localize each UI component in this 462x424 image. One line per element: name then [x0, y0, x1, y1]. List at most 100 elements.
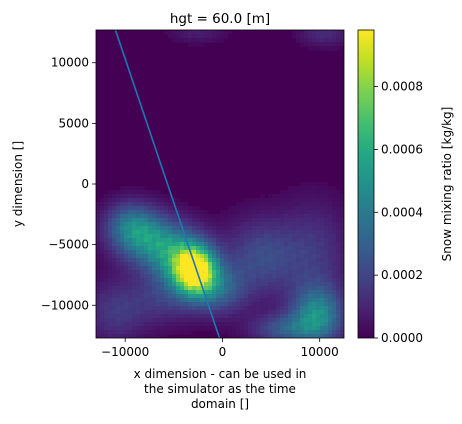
heatmap-cell	[304, 30, 309, 35]
heatmap-cell	[168, 230, 173, 235]
heatmap-cell	[280, 302, 285, 307]
heatmap-cell	[288, 250, 293, 255]
heatmap-cell	[332, 326, 337, 331]
heatmap-cell	[208, 286, 213, 291]
heatmap-cell	[136, 186, 141, 191]
heatmap-cell	[328, 238, 333, 243]
heatmap-cell	[312, 278, 317, 283]
heatmap-cell	[128, 266, 133, 271]
heatmap-cell	[196, 302, 201, 307]
heatmap-cell	[124, 290, 129, 295]
heatmap-cell	[256, 262, 261, 267]
heatmap-cell	[248, 302, 253, 307]
heatmap-cell	[196, 278, 201, 283]
heatmap-cell	[224, 226, 229, 231]
heatmap-cell	[256, 326, 261, 331]
heatmap-cell	[212, 234, 217, 239]
heatmap-cell	[308, 318, 313, 323]
heatmap-cell	[164, 330, 169, 335]
heatmap-cell	[324, 306, 329, 311]
heatmap-cell	[252, 246, 257, 251]
heatmap-cell	[296, 242, 301, 247]
heatmap-cell	[296, 222, 301, 227]
heatmap-cell	[132, 226, 137, 231]
heatmap-cell	[240, 214, 245, 219]
heatmap-cell	[260, 218, 265, 223]
heatmap-cell	[148, 298, 153, 303]
heatmap-cell	[316, 298, 321, 303]
heatmap-cell	[304, 226, 309, 231]
heatmap-cell	[200, 214, 205, 219]
heatmap-cell	[316, 202, 321, 207]
heatmap-cell	[204, 286, 209, 291]
heatmap-cell	[328, 270, 333, 275]
heatmap-cell	[112, 234, 117, 239]
heatmap-cell	[316, 206, 321, 211]
heatmap-cell	[316, 294, 321, 299]
heatmap-cell	[156, 306, 161, 311]
heatmap-cell	[304, 294, 309, 299]
heatmap-cell	[260, 258, 265, 263]
heatmap-cell	[316, 322, 321, 327]
heatmap-cell	[148, 318, 153, 323]
heatmap-cell	[120, 322, 125, 327]
heatmap-cell	[124, 242, 129, 247]
heatmap-cell	[312, 322, 317, 327]
heatmap-cell	[104, 314, 109, 319]
heatmap-cell	[336, 266, 341, 271]
heatmap-cell	[264, 226, 269, 231]
heatmap-cell	[172, 198, 177, 203]
heatmap-cell	[236, 274, 241, 279]
heatmap-cell	[96, 246, 101, 251]
heatmap-cell	[144, 190, 149, 195]
heatmap-cell	[324, 210, 329, 215]
heatmap-cell	[284, 322, 289, 327]
heatmap-cell	[216, 314, 221, 319]
heatmap-cell	[152, 262, 157, 267]
heatmap-cell	[228, 330, 233, 335]
heatmap-field	[96, 30, 344, 338]
heatmap-cell	[324, 322, 329, 327]
heatmap-cell	[236, 314, 241, 319]
heatmap-cell	[244, 214, 249, 219]
heatmap-cell	[180, 318, 185, 323]
heatmap-cell	[288, 298, 293, 303]
heatmap-cell	[200, 222, 205, 227]
heatmap-cell	[132, 246, 137, 251]
heatmap-cell	[284, 266, 289, 271]
heatmap-cell	[148, 274, 153, 279]
heatmap-cell	[152, 294, 157, 299]
heatmap-cell	[308, 254, 313, 259]
heatmap-cell	[336, 214, 341, 219]
heatmap-cell	[296, 254, 301, 259]
heatmap-cell	[120, 250, 125, 255]
heatmap-cell	[164, 310, 169, 315]
heatmap-cell	[244, 302, 249, 307]
heatmap-cell	[332, 222, 337, 227]
heatmap-cell	[160, 282, 165, 287]
heatmap-cell	[144, 246, 149, 251]
heatmap-cell	[132, 310, 137, 315]
heatmap-cell	[120, 242, 125, 247]
heatmap-cell	[288, 222, 293, 227]
heatmap-cell	[300, 218, 305, 223]
heatmap-cell	[232, 238, 237, 243]
chart-title: hgt = 60.0 [m]	[170, 11, 270, 27]
heatmap-cell	[120, 202, 125, 207]
heatmap-cell	[104, 238, 109, 243]
heatmap-cell	[216, 298, 221, 303]
heatmap-cell	[184, 242, 189, 247]
heatmap-cell	[288, 186, 293, 191]
heatmap-cell	[196, 30, 201, 35]
heatmap-cell	[332, 34, 337, 39]
heatmap-cell	[180, 250, 185, 255]
heatmap-cell	[256, 270, 261, 275]
heatmap-cell	[192, 278, 197, 283]
heatmap-cell	[148, 210, 153, 215]
heatmap-cell	[160, 286, 165, 291]
heatmap-cell	[300, 254, 305, 259]
heatmap-cell	[156, 250, 161, 255]
heatmap-cell	[284, 330, 289, 335]
heatmap-cell	[112, 310, 117, 315]
heatmap-cell	[168, 246, 173, 251]
